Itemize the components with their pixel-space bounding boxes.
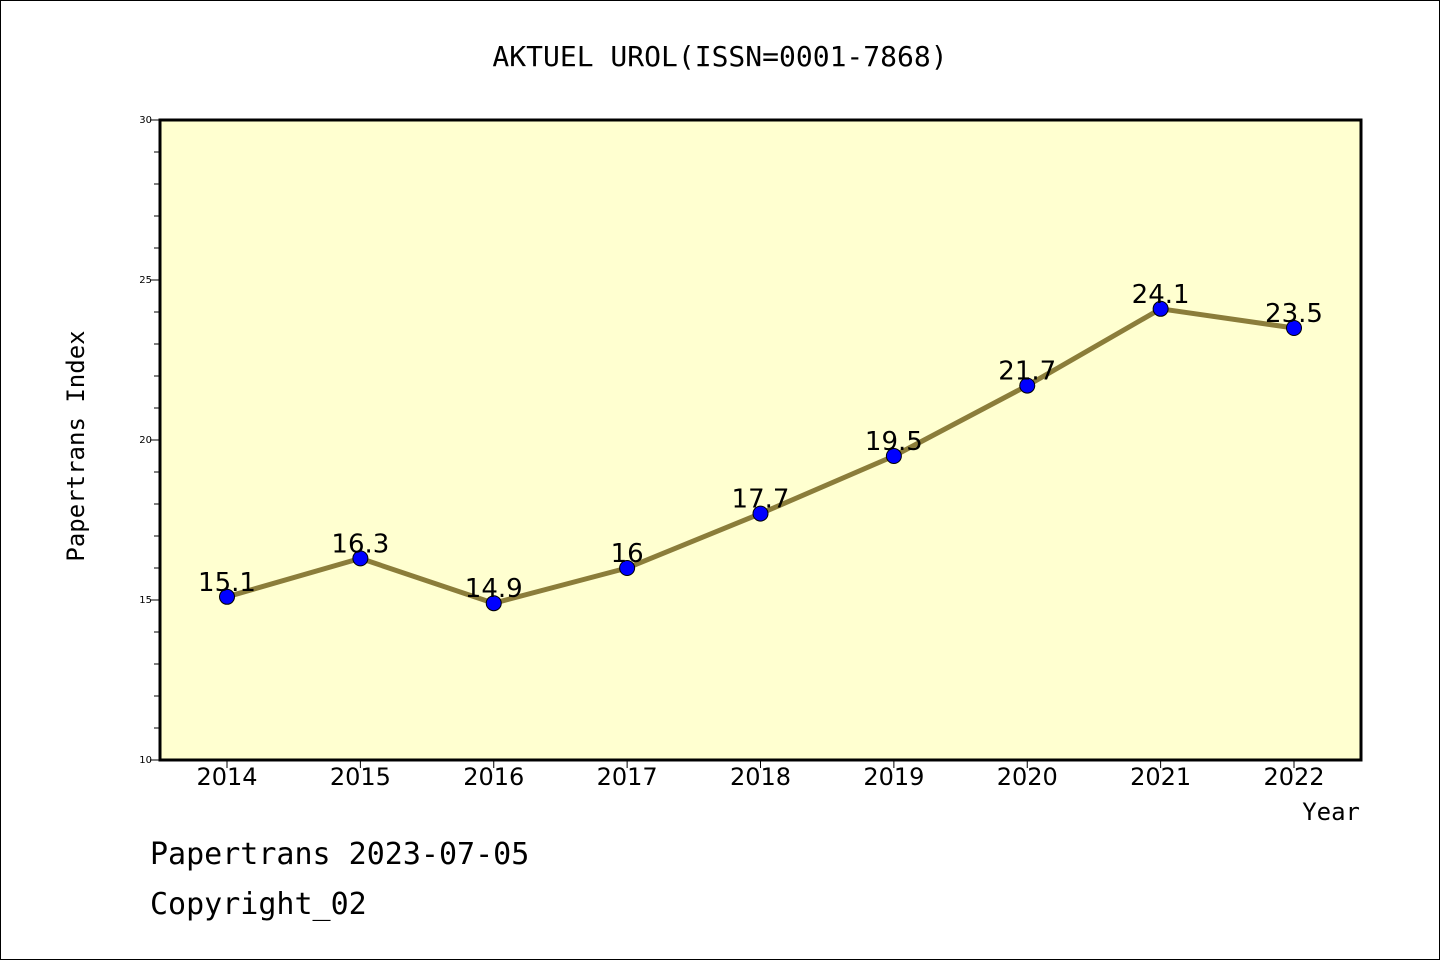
x-tick-label: 2014 xyxy=(196,763,257,791)
y-tick-label: 20 xyxy=(139,435,152,446)
y-axis-label: Papertrans Index xyxy=(62,330,90,561)
data-point xyxy=(1152,300,1169,317)
y-tick-label: 30 xyxy=(139,115,152,126)
x-axis: 2014 2015 2016 2017 2018 2019 2020 2021 2022 xyxy=(196,760,1325,791)
data-point xyxy=(1286,320,1302,336)
x-axis-label: Year xyxy=(1302,798,1360,826)
data-label: 15.1 xyxy=(198,568,256,598)
data-label: 16.3 xyxy=(331,529,389,559)
x-tick-label: 2016 xyxy=(463,763,524,791)
footer-date: Papertrans 2023-07-05 xyxy=(150,837,529,872)
footer-copyright: Copyright_02 xyxy=(150,887,367,922)
data-label: 21.7 xyxy=(998,357,1056,387)
data-point xyxy=(1019,377,1036,394)
y-tick-label: 10 xyxy=(139,755,152,766)
data-label: 24.1 xyxy=(1132,280,1190,310)
data-label: 16 xyxy=(611,539,644,569)
chart-title: AKTUEL UROL(ISSN=0001-7868) xyxy=(492,40,947,73)
x-tick-label: 2022 xyxy=(1263,763,1324,791)
data-label: 23.5 xyxy=(1265,299,1323,329)
data-label: 17.7 xyxy=(732,485,790,515)
data-label: 19.5 xyxy=(865,427,923,457)
x-tick-label: 2021 xyxy=(1130,763,1191,791)
x-tick-label: 2017 xyxy=(597,763,658,791)
y-tick-label: 15 xyxy=(139,595,152,606)
series-line-group xyxy=(219,300,1302,612)
y-tick-label: 25 xyxy=(139,275,152,286)
data-point xyxy=(219,588,235,605)
data-point xyxy=(752,505,769,522)
y-axis: 10 15 20 25 30 xyxy=(139,115,160,766)
data-point xyxy=(352,550,369,567)
data-labels: 15.1 16.3 14.9 16 17.7 19.5 21.7 24.1 23.5 xyxy=(198,280,1323,604)
data-label: 14.9 xyxy=(465,574,523,604)
x-tick-label: 2018 xyxy=(730,763,791,791)
data-point xyxy=(619,560,636,576)
plot-area xyxy=(158,118,1363,762)
data-point xyxy=(885,448,902,464)
x-tick-label: 2019 xyxy=(863,763,924,791)
x-tick-label: 2015 xyxy=(330,763,391,791)
data-point xyxy=(485,595,502,612)
x-tick-label: 2020 xyxy=(997,763,1058,791)
